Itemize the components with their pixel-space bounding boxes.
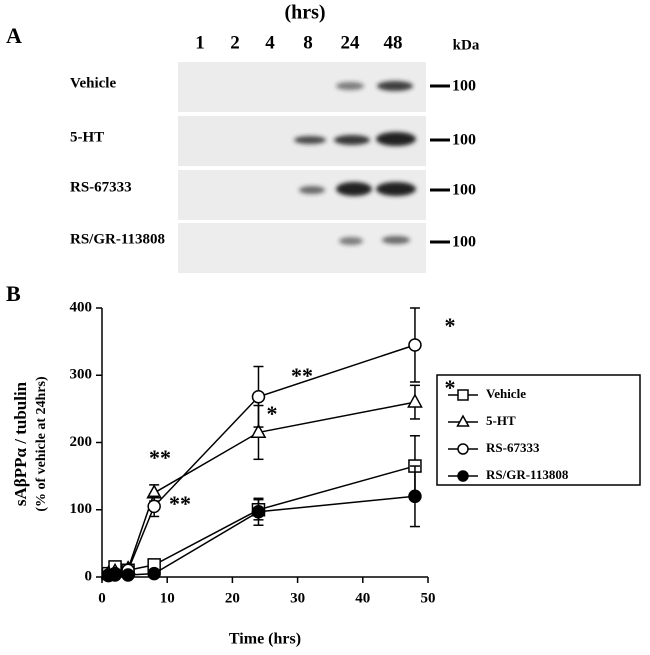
mw-marker: 100	[452, 234, 476, 251]
y-tick-label: 200	[70, 434, 93, 450]
band	[299, 186, 325, 194]
panel-label: B	[6, 281, 21, 306]
significance-mark: *	[445, 375, 456, 400]
band	[336, 182, 372, 196]
marker	[407, 393, 423, 408]
legend-label: RS-67333	[486, 440, 540, 455]
lane-label: 2	[230, 32, 240, 53]
band	[334, 135, 370, 145]
x-tick-label: 10	[160, 590, 175, 606]
legend-label: 5-HT	[486, 413, 516, 428]
significance-mark: **	[169, 491, 191, 516]
row-label: RS-67333	[70, 179, 132, 195]
legend-marker	[457, 470, 469, 482]
row-label: RS/GR-113808	[70, 231, 165, 247]
panel-label: A	[6, 23, 22, 48]
legend-marker	[457, 443, 469, 455]
mw-marker: 100	[452, 132, 476, 149]
y-axis-title: sAβPPα / tubulin	[11, 381, 30, 506]
y-tick-label: 400	[70, 299, 93, 315]
marker	[108, 568, 122, 582]
lane-label: 1	[195, 32, 205, 53]
lane-label: 48	[384, 32, 403, 53]
mw-marker: 100	[452, 78, 476, 95]
marker	[147, 499, 161, 514]
legend-marker	[456, 414, 470, 427]
y-tick-label: 0	[85, 568, 93, 584]
x-tick-label: 30	[290, 590, 305, 606]
lane-label: 8	[303, 32, 313, 53]
band	[376, 182, 416, 196]
band	[377, 81, 413, 91]
x-tick-label: 40	[355, 590, 370, 606]
significance-mark: **	[291, 363, 313, 388]
y-tick-label: 300	[70, 367, 93, 383]
lane-label: 24	[341, 32, 361, 53]
significance-mark: *	[267, 401, 278, 426]
blot-strip	[178, 170, 426, 220]
marker	[408, 338, 422, 352]
legend-label: RS/GR-113808	[486, 467, 569, 482]
row-label: 5-HT	[70, 129, 104, 145]
marker	[250, 423, 267, 438]
y-tick-label: 100	[70, 501, 93, 517]
significance-mark: *	[445, 313, 456, 338]
row-label: Vehicle	[70, 75, 116, 91]
mw-unit: kDa	[453, 37, 480, 53]
marker	[251, 505, 266, 519]
band	[336, 82, 364, 90]
significance-mark: **	[149, 445, 171, 470]
blot-strip	[178, 223, 426, 273]
x-tick-label: 20	[225, 590, 240, 606]
marker	[251, 390, 266, 404]
x-axis-title: Time (hrs)	[229, 631, 301, 648]
time-unit: (hrs)	[284, 2, 325, 24]
band	[294, 136, 326, 144]
blots	[178, 62, 426, 273]
marker	[408, 489, 422, 504]
lane-label: 4	[265, 32, 275, 53]
x-tick-label: 50	[421, 590, 436, 606]
band	[376, 132, 416, 146]
mw-marker: 100	[452, 182, 476, 199]
marker	[147, 566, 161, 581]
legend-box	[436, 374, 641, 486]
marker	[121, 568, 135, 582]
band	[382, 236, 410, 244]
y-axis-subtitle: (% of vehicle at 24hrs)	[34, 376, 49, 512]
legend-marker	[457, 389, 469, 401]
legend-label: Vehicle	[486, 386, 526, 401]
x-tick-label: 0	[98, 590, 106, 606]
band	[339, 237, 363, 245]
